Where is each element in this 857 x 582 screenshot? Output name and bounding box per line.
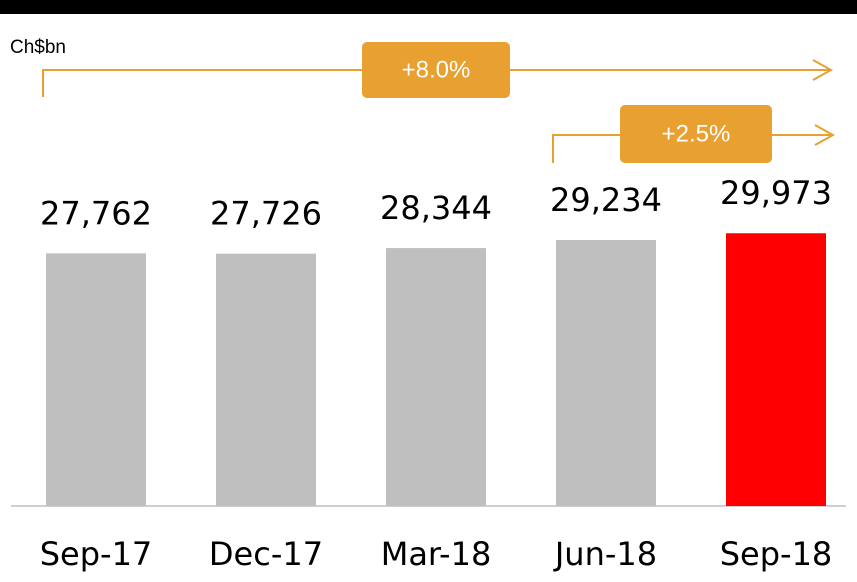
x-tick-label: Sep-17 xyxy=(40,535,153,573)
badge xyxy=(620,105,772,163)
value-label: 29,234 xyxy=(550,181,662,219)
arrowhead xyxy=(812,59,834,81)
bar xyxy=(556,239,656,507)
x-tick-label: Sep-18 xyxy=(720,535,833,573)
annotation: +2.5% xyxy=(662,120,731,147)
bar xyxy=(216,253,316,506)
value-label: 29,973 xyxy=(720,174,832,212)
arrowhead xyxy=(814,124,836,146)
bar xyxy=(386,248,486,507)
unit-label: Ch$bn xyxy=(10,37,66,58)
badge xyxy=(362,42,510,98)
bar xyxy=(726,233,826,506)
value-label: 27,762 xyxy=(40,194,152,232)
value-label: 28,344 xyxy=(380,189,492,227)
x-tick-label: Jun-18 xyxy=(553,535,657,573)
bar xyxy=(46,253,146,506)
annotation: +8.0% xyxy=(402,56,471,83)
arrow-long xyxy=(42,69,830,97)
x-tick-label: Mar-18 xyxy=(381,535,492,573)
x-tick-label: Dec-17 xyxy=(209,535,323,573)
header-bar xyxy=(0,0,857,14)
value-label: 27,726 xyxy=(210,195,322,233)
